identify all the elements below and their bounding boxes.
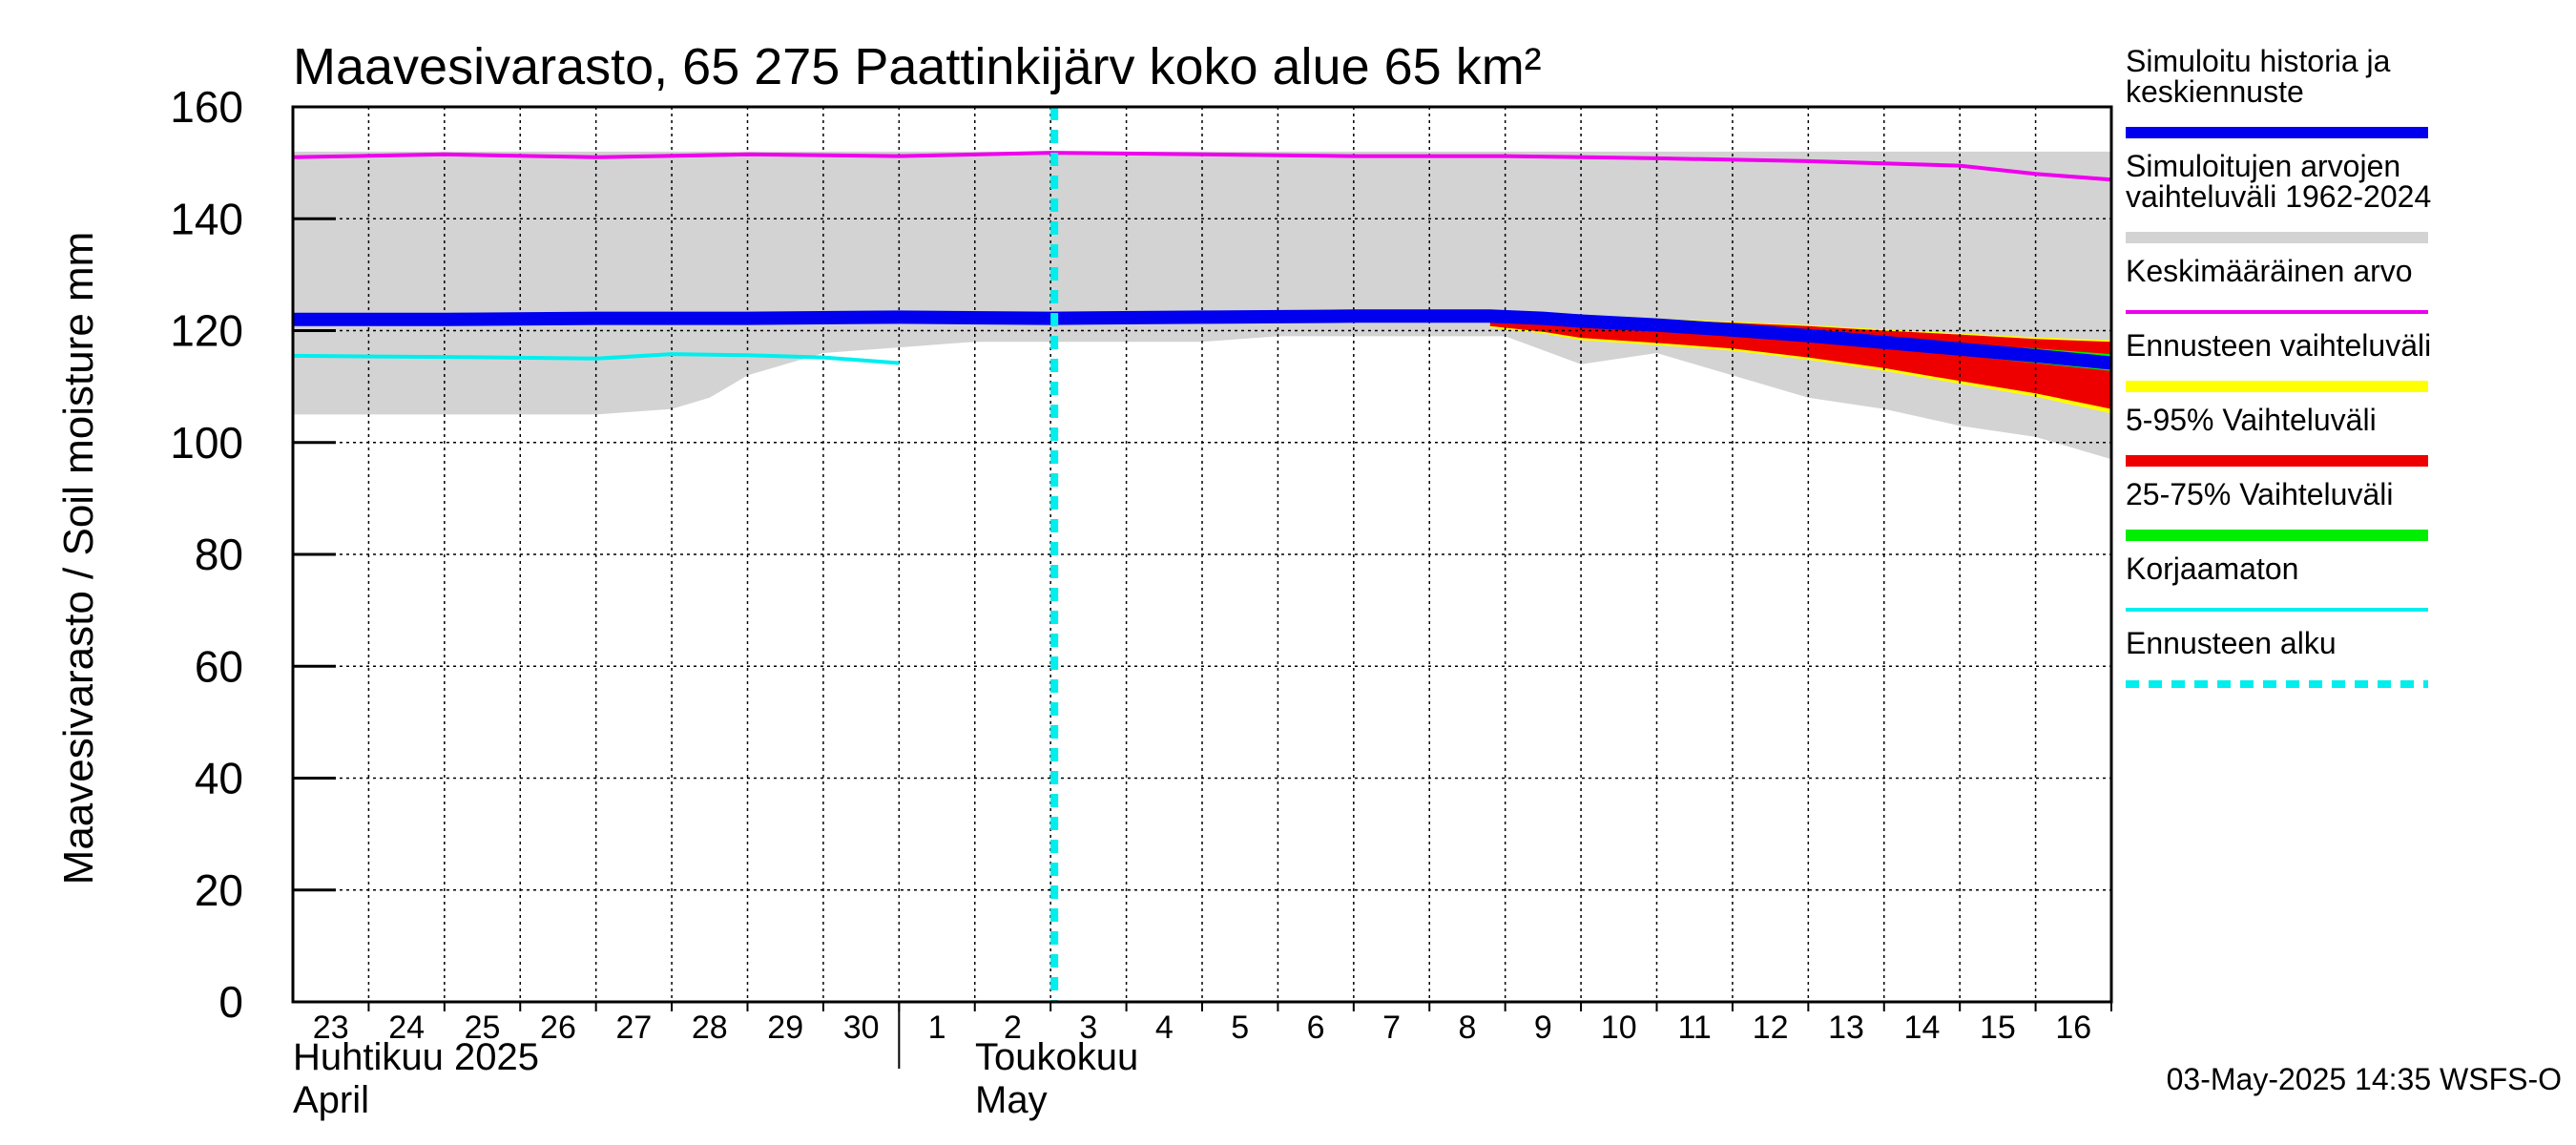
- x-tick-label: 13: [1828, 1010, 1864, 1046]
- simulated-median-line: [293, 309, 2112, 370]
- x-tick-label: 7: [1382, 1010, 1401, 1046]
- y-tick-label: 120: [170, 306, 243, 356]
- x-tick-label: 30: [843, 1010, 880, 1046]
- x-tick-label: 4: [1155, 1010, 1174, 1046]
- y-tick-label: 0: [218, 977, 243, 1027]
- y-tick-label: 40: [195, 754, 243, 803]
- x-tick-label: 14: [1904, 1010, 1941, 1046]
- month-label-may-en: May: [975, 1079, 1048, 1121]
- y-axis-label: Maavesivarasto / Soil moisture mm: [55, 232, 102, 885]
- y-tick-label: 100: [170, 418, 243, 468]
- x-tick-label: 24: [388, 1010, 425, 1046]
- x-tick-label: 5: [1231, 1010, 1249, 1046]
- x-tick-label: 12: [1753, 1010, 1789, 1046]
- x-tick-label: 27: [615, 1010, 652, 1046]
- mean-value-line: [292, 151, 2112, 182]
- x-tick-label: 28: [692, 1010, 728, 1046]
- x-tick-label: 6: [1307, 1010, 1325, 1046]
- month-label-april-en: April: [293, 1079, 369, 1121]
- legend-label: Simuloitujen arvojen: [2126, 149, 2400, 183]
- x-tick-label: 2: [1004, 1010, 1022, 1046]
- x-tick-label: 26: [540, 1010, 576, 1046]
- legend-label: Keskimääräinen arvo: [2126, 254, 2413, 288]
- x-tick-label: 1: [928, 1010, 946, 1046]
- legend-label: Ennusteen alku: [2126, 626, 2337, 660]
- x-tick-label: 11: [1678, 1010, 1712, 1046]
- month-label-april-fi: Huhtikuu 2025: [293, 1036, 539, 1078]
- legend-label: Simuloitu historia ja: [2126, 44, 2391, 78]
- legend-label: keskiennuste: [2126, 74, 2304, 109]
- legend-label: 5-95% Vaihteluväli: [2126, 403, 2377, 437]
- grid-lines: [293, 107, 2111, 1002]
- plot-lines: [292, 107, 2112, 1002]
- y-tick-label: 20: [195, 865, 243, 915]
- legend-label: 25-75% Vaihteluväli: [2126, 477, 2393, 511]
- y-tick-label: 80: [195, 530, 243, 579]
- x-tick-label: 25: [465, 1010, 501, 1046]
- y-tick-label: 160: [170, 82, 243, 132]
- legend-label: Korjaamaton: [2126, 552, 2298, 586]
- x-tick-label: 9: [1534, 1010, 1552, 1046]
- y-tick-label: 60: [195, 641, 243, 691]
- legend-label: Ennusteen vaihteluväli: [2126, 328, 2431, 363]
- legend-label: vaihteluväli 1962-2024: [2126, 179, 2431, 214]
- x-tick-label: 16: [2055, 1010, 2091, 1046]
- chart-title: Maavesivarasto, 65 275 Paattinkijärv kok…: [293, 38, 1542, 95]
- month-label-may-fi: Toukokuu: [975, 1036, 1138, 1078]
- forecast-5-95-band: [1489, 312, 2111, 409]
- x-tick-label: 10: [1601, 1010, 1637, 1046]
- x-tick-label: 29: [767, 1010, 803, 1046]
- x-tick-label: 23: [313, 1010, 349, 1046]
- x-tick-label: 15: [1980, 1010, 2016, 1046]
- timestamp-footer: 03-May-2025 14:35 WSFS-O: [2167, 1062, 2562, 1096]
- x-tick-label: 3: [1079, 1010, 1097, 1046]
- uncorrected-line: [292, 352, 900, 365]
- x-tick-label: 8: [1458, 1010, 1476, 1046]
- y-tick-label: 140: [170, 194, 243, 243]
